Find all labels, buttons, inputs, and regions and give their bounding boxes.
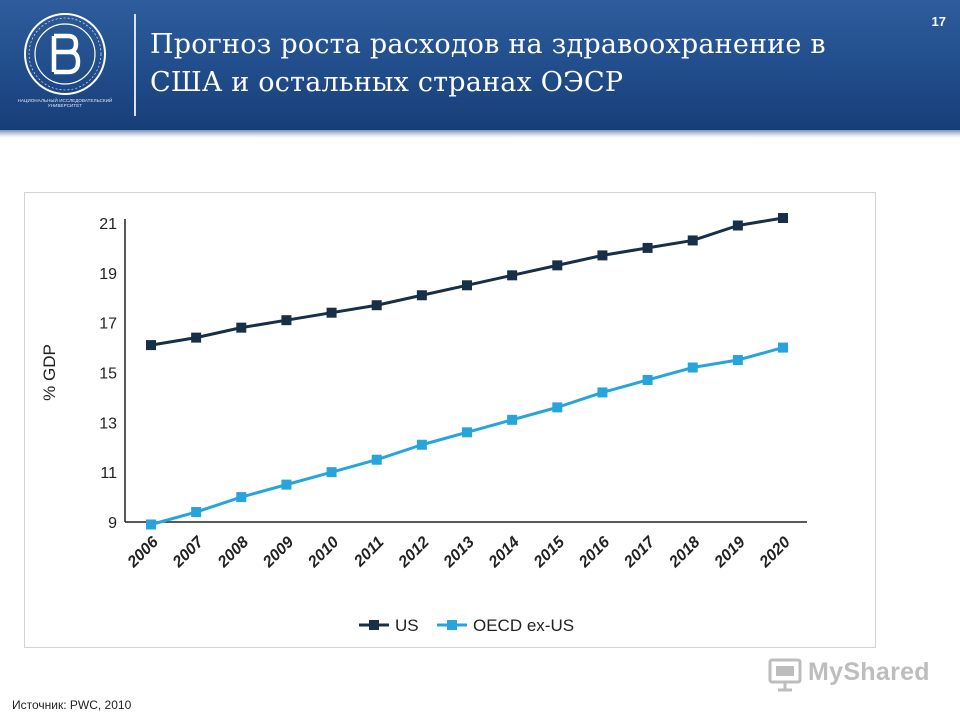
y-axis-label: % GDP	[40, 344, 59, 401]
source-note: Источник: PWC, 2010	[12, 698, 132, 712]
x-tick-label: 2008	[214, 534, 252, 572]
data-point	[552, 402, 563, 413]
university-logo	[10, 6, 120, 118]
data-point	[507, 414, 518, 425]
presentation-board-icon	[768, 658, 802, 692]
data-point	[642, 242, 653, 253]
x-tick-label: 2015	[530, 533, 569, 572]
y-tick-label: 15	[99, 366, 117, 383]
data-point	[732, 220, 743, 231]
page-number: 17	[931, 14, 946, 29]
x-tick-label: 2010	[305, 534, 343, 572]
x-tick-label: 2018	[666, 534, 704, 572]
data-point	[191, 332, 202, 343]
slide-header: НАЦИОНАЛЬНЫЙ ИССЛЕДОВАТЕЛЬСКИЙ УНИВЕРСИТ…	[0, 0, 960, 134]
data-point	[778, 213, 788, 224]
title-line-1: Прогноз роста расходов на здравоохранени…	[150, 29, 826, 60]
title-line-2: США и остальных странах ОЭСР	[150, 67, 624, 98]
x-tick-label: 2012	[395, 534, 433, 572]
data-point	[597, 250, 608, 261]
data-point	[507, 270, 518, 281]
chart-frame: 9 11 13 15 17 19 21 2006 2007 2008 2009 2010 2011 20…	[24, 192, 876, 648]
y-tick-label: 13	[99, 415, 117, 432]
data-point	[552, 260, 563, 271]
x-tick-label: 2011	[350, 534, 387, 571]
chart-legend: US OECD ex-US	[359, 616, 574, 635]
header-shadow	[0, 130, 960, 138]
legend-marker	[369, 620, 379, 630]
x-tick-label: 2013	[440, 534, 478, 572]
legend-label: OECD ex-US	[473, 616, 574, 635]
y-tick-labels: 9 11 13 15 17 19 21	[99, 216, 117, 532]
data-point	[191, 507, 202, 518]
y-tick-label: 11	[100, 465, 117, 482]
y-tick-label: 9	[108, 515, 117, 532]
watermark-text: MyShared	[808, 658, 930, 686]
data-point	[146, 340, 156, 351]
data-point	[778, 342, 788, 353]
hse-logo-icon	[24, 13, 106, 95]
x-tick-label: 2020	[756, 534, 794, 572]
data-point	[326, 307, 337, 318]
data-point	[462, 280, 472, 291]
data-point	[281, 315, 292, 326]
logo-caption: НАЦИОНАЛЬНЫЙ ИССЛЕДОВАТЕЛЬСКИЙ УНИВЕРСИТ…	[17, 98, 113, 108]
x-tick-label: 2007	[169, 533, 208, 572]
data-point	[462, 427, 472, 438]
data-point	[371, 300, 382, 311]
slide-title: Прогноз роста расходов на здравоохранени…	[150, 26, 870, 102]
data-point	[371, 454, 382, 465]
x-tick-label: 2017	[621, 533, 660, 572]
y-tick-label: 21	[99, 216, 117, 233]
header-divider	[134, 14, 136, 116]
data-point	[236, 492, 247, 503]
x-tick-label: 2006	[124, 534, 162, 572]
watermark: MyShared	[766, 654, 936, 694]
data-point	[416, 290, 427, 301]
x-tick-label: 2016	[575, 534, 613, 572]
data-point	[597, 387, 608, 398]
data-point	[236, 322, 247, 333]
data-point	[732, 355, 743, 366]
data-point	[281, 479, 292, 490]
data-point	[642, 374, 653, 385]
x-tick-label: 2014	[485, 534, 523, 572]
data-point	[146, 519, 156, 530]
data-point	[687, 362, 698, 373]
data-point	[326, 467, 337, 478]
data-point	[416, 439, 427, 450]
chart-series	[146, 213, 788, 530]
legend-marker	[447, 620, 457, 630]
chart-axes	[124, 219, 807, 523]
y-tick-label: 17	[99, 316, 117, 333]
x-tick-label: 2019	[711, 534, 749, 572]
x-tick-label: 2009	[259, 534, 297, 572]
data-point	[687, 235, 698, 246]
x-tick-labels: 2006 2007 2008 2009 2010 2011 2012 2013 2014 2015…	[124, 533, 794, 572]
y-tick-label: 19	[99, 266, 117, 283]
legend-label: US	[395, 616, 419, 635]
